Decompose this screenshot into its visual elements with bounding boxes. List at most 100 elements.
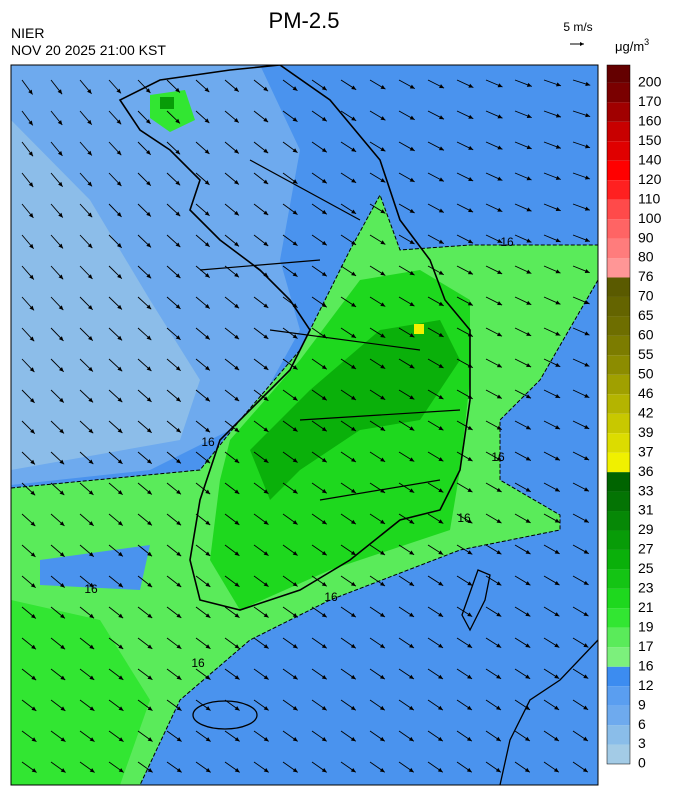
wind-arrowhead: [263, 644, 269, 649]
wind-arrowhead: [28, 89, 33, 95]
wind-arrowhead: [380, 240, 386, 245]
wind-arrowhead: [350, 550, 356, 556]
wind-arrowhead: [263, 489, 269, 494]
wind-arrowhead: [409, 208, 415, 213]
wind-arrowhead: [467, 425, 473, 430]
wind-arrowhead: [379, 674, 385, 680]
wind-arrowhead: [437, 767, 443, 773]
wind-arrowhead: [263, 86, 269, 92]
colorbar-label: 70: [638, 288, 654, 304]
wind-arrowhead: [30, 521, 36, 527]
wind-arrowhead: [467, 674, 473, 679]
wind-arrowhead: [583, 518, 589, 523]
wind-arrowhead: [409, 643, 414, 648]
wind-arrowhead: [380, 364, 386, 369]
wind-arrowhead: [380, 178, 386, 183]
colorbar-label: 76: [638, 268, 654, 284]
wind-arrowhead: [409, 519, 415, 524]
wind-arrowhead: [467, 456, 473, 462]
wind-arrowhead: [29, 336, 35, 342]
wind-arrowhead: [409, 426, 415, 431]
wind-arrowhead: [496, 394, 502, 399]
wind-arrowhead: [438, 581, 444, 586]
wind-arrowhead: [146, 489, 152, 495]
wind-arrowhead: [292, 241, 298, 246]
wind-arrowhead: [176, 458, 181, 464]
wind-arrowhead: [497, 83, 503, 88]
wind-arrowhead: [321, 147, 327, 153]
agency: NIER: [11, 25, 44, 41]
wind-arrowhead: [496, 643, 502, 648]
wind-arrowhead: [438, 177, 444, 182]
wind-arrowhead: [437, 705, 443, 711]
wind-arrowhead: [321, 426, 327, 432]
wind-arrowhead: [438, 457, 444, 462]
wind-arrowhead: [321, 550, 327, 556]
colorbar-label: 25: [638, 560, 654, 576]
wind-arrowhead: [467, 550, 473, 555]
color-swatch: [607, 744, 630, 764]
wind-arrowhead: [584, 300, 590, 305]
wind-arrowhead: [87, 305, 93, 310]
color-swatch: [607, 316, 630, 336]
wind-arrowhead: [321, 581, 327, 587]
wind-arrowhead: [583, 549, 589, 554]
wind-arrowhead: [205, 613, 211, 618]
wind-arrowhead: [263, 675, 269, 680]
wind-arrowhead: [204, 273, 210, 278]
contour-label: 16: [191, 656, 205, 670]
wind-arrowhead: [467, 394, 473, 399]
lower-region: [11, 120, 200, 470]
wind-arrowhead: [584, 456, 590, 461]
wind-arrowhead: [583, 643, 589, 648]
wind-arrowhead: [147, 520, 152, 526]
wind-arrowhead: [496, 674, 502, 679]
wind-arrowhead: [147, 768, 153, 773]
wind-arrowhead: [147, 582, 153, 588]
wind-arrowhead: [409, 612, 415, 617]
wind-arrowhead: [263, 613, 269, 618]
wind-arrowhead: [526, 238, 532, 243]
wind-arrowhead: [116, 119, 122, 125]
wind-arrowhead: [147, 644, 153, 649]
wind-arrowhead: [321, 705, 327, 711]
tsushima: [461, 569, 491, 632]
color-swatch: [607, 472, 630, 492]
wind-arrowhead: [30, 552, 36, 557]
wind-arrowhead: [350, 674, 356, 680]
wind-arrowhead: [351, 178, 357, 183]
colorbar-label: 170: [638, 93, 662, 109]
wind-arrowhead: [57, 89, 63, 95]
wind-arrowhead: [88, 366, 93, 372]
wind-arrowhead: [292, 396, 298, 401]
wind-arrowhead: [321, 457, 327, 463]
wind-arrowhead: [525, 705, 531, 710]
wind-arrowhead: [292, 179, 298, 184]
wind-arrowhead: [585, 81, 591, 87]
color-swatch: [607, 374, 630, 395]
wind-arrowhead: [467, 643, 473, 648]
wind-arrowhead: [555, 300, 561, 305]
wind-arrowhead: [205, 396, 210, 402]
wind-arrowhead: [118, 675, 124, 680]
wind-arrowhead: [175, 118, 180, 124]
wind-arrowhead: [205, 365, 210, 371]
colorbar-label: 100: [638, 210, 662, 226]
wind-arrowhead: [437, 736, 443, 742]
wind-arrowhead: [176, 768, 182, 773]
wind-arrowhead: [351, 426, 356, 431]
colorbar-label: 55: [638, 346, 654, 362]
wind-arrowhead: [60, 613, 65, 619]
wind-arrowhead: [118, 768, 124, 773]
wind-arrowhead: [263, 148, 269, 154]
wind-arrowhead: [28, 120, 33, 126]
wind-arrowhead: [59, 428, 65, 434]
wind-arrowhead: [525, 643, 531, 648]
wind-arrowhead: [292, 148, 298, 153]
colorbar-label: 60: [638, 327, 654, 343]
wind-arrowhead: [29, 398, 35, 403]
wind-arrowhead: [234, 489, 240, 494]
wind-arrowhead: [204, 87, 210, 93]
wind-arrowhead: [205, 675, 211, 680]
colorbar-label: 160: [638, 113, 662, 129]
